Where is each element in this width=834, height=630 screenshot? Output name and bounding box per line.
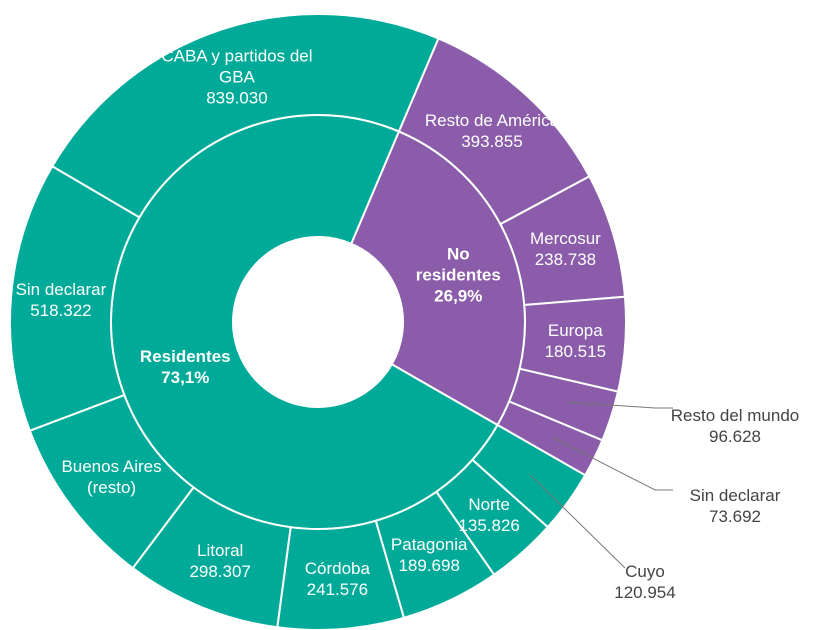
label-text: Sin declarar — [689, 486, 781, 505]
label-text: 189.698 — [398, 555, 460, 575]
label-text: 73,1% — [161, 367, 210, 387]
label-text: 238.738 — [534, 249, 597, 269]
label: Norte 135.826 — [409, 494, 569, 536]
label-text: Sin declarar — [15, 280, 107, 300]
label: Mercosur 238.738 — [485, 228, 645, 270]
label: No residentes 26,9% — [408, 243, 508, 306]
label: Buenos Aires (resto) — [52, 456, 172, 498]
label: Sin declarar 518.322 — [0, 279, 141, 321]
label: Sin declarar 73.692 — [645, 485, 825, 527]
leader-line — [530, 474, 626, 569]
label-text: Resto de América — [424, 111, 560, 131]
label: Resto del mundo 96.628 — [645, 405, 825, 447]
outer-wedge — [50, 13, 440, 219]
label: Córdoba 241.576 — [257, 558, 417, 600]
label-text: 180.515 — [544, 341, 607, 361]
leader-line — [567, 401, 673, 409]
label: Resto de América 393.855 — [412, 110, 572, 152]
label: Europa 180.515 — [495, 320, 655, 362]
leader-line — [552, 437, 673, 491]
label-text: 26,9% — [434, 286, 483, 306]
label-text: 135.826 — [458, 516, 520, 536]
label: CABA y partidos del GBA 839.030 — [142, 46, 332, 109]
label-text: Patagonia — [390, 534, 468, 554]
label-text: Norte — [468, 495, 510, 515]
label-text: Litoral — [197, 540, 244, 560]
label-text: Residentes — [139, 346, 231, 366]
label: Litoral 298.307 — [140, 540, 300, 582]
label-text: Cuyo — [625, 562, 665, 581]
label-text: Buenos Aires (resto) — [61, 456, 162, 497]
label-text: 120.954 — [614, 583, 676, 602]
label-text: Resto del mundo — [670, 406, 800, 425]
label-text: Europa — [547, 320, 603, 340]
label-text: No residentes — [415, 244, 501, 285]
label-text: 298.307 — [189, 561, 251, 581]
label-text: 96.628 — [709, 427, 761, 446]
label-text: 393.855 — [461, 132, 523, 152]
label-text: 241.576 — [306, 580, 369, 600]
label-text: 518.322 — [30, 301, 92, 321]
label-text: CABA y partidos del GBA — [161, 46, 313, 87]
label-text: Córdoba — [304, 559, 370, 579]
label-text: Mercosur — [529, 228, 601, 248]
label: Residentes 73,1% — [135, 346, 235, 388]
label: Patagonia 189.698 — [349, 534, 509, 576]
label-text: 73.692 — [709, 507, 761, 526]
hole — [234, 238, 402, 406]
label: Cuyo 120.954 — [555, 561, 735, 603]
label-text: 839.030 — [206, 88, 268, 108]
